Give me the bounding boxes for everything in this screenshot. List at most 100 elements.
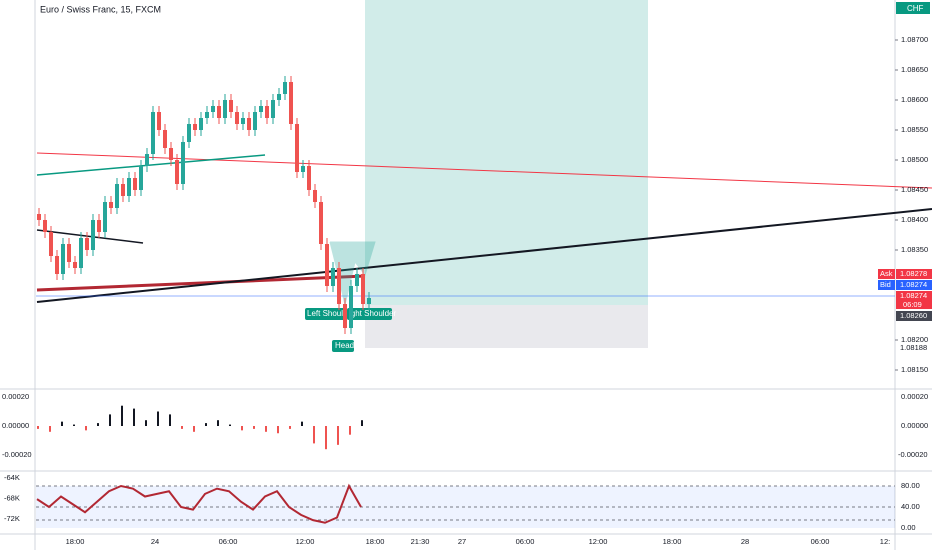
macd-bar xyxy=(289,426,291,429)
trend-line xyxy=(36,154,266,176)
y-tick-label: 0.00020 xyxy=(2,392,29,401)
candle xyxy=(283,82,287,94)
candle xyxy=(241,118,245,124)
price-badge-label: 1.08274 xyxy=(900,280,927,289)
candle xyxy=(205,112,209,118)
candle xyxy=(187,124,191,142)
price-badge xyxy=(896,311,932,321)
x-tick-label: 06:00 xyxy=(516,537,535,546)
y-tick-label: 1.08600 xyxy=(901,95,928,104)
currency-box xyxy=(896,2,930,14)
candle xyxy=(127,178,131,196)
candle xyxy=(91,220,95,250)
candle xyxy=(181,142,185,184)
macd-bar xyxy=(85,426,87,431)
y-tick-label: 0.00020 xyxy=(901,392,928,401)
macd-bar xyxy=(37,426,39,429)
x-tick-label: 18:00 xyxy=(366,537,385,546)
y-tick-label: 0.00000 xyxy=(2,421,29,430)
x-tick-label: 27 xyxy=(458,537,466,546)
candle xyxy=(217,106,221,118)
candle xyxy=(97,220,101,232)
candle xyxy=(271,100,275,118)
candle xyxy=(355,274,359,286)
trend-line xyxy=(36,274,366,292)
candle xyxy=(307,166,311,190)
candle xyxy=(109,202,113,208)
macd-bar xyxy=(301,421,303,426)
osc-line xyxy=(36,483,362,524)
macd-bar xyxy=(229,424,231,426)
candle xyxy=(55,256,59,274)
y-tick-label: 1.08150 xyxy=(901,365,928,374)
y-tick-label: 1.08450 xyxy=(901,185,928,194)
left-label: -72K xyxy=(4,514,20,523)
x-tick-label: 12:00 xyxy=(589,537,608,546)
candle xyxy=(229,100,233,112)
candle xyxy=(73,262,77,268)
candle xyxy=(61,244,65,274)
macd-bar xyxy=(109,414,111,426)
candle xyxy=(337,268,341,304)
x-tick-label: 06:00 xyxy=(811,537,830,546)
macd-bar xyxy=(265,426,267,432)
candle xyxy=(103,202,107,232)
left-label: -64K xyxy=(4,473,20,482)
price-badge xyxy=(896,343,932,353)
chart-title: Euro / Swiss Franc, 15, FXCM xyxy=(40,4,161,14)
y-tick-label: 80.00 xyxy=(901,481,920,490)
candle xyxy=(301,166,305,172)
badge-name: Ask xyxy=(880,269,893,278)
price-badge xyxy=(896,291,932,309)
candle xyxy=(247,118,251,130)
macd-bar xyxy=(169,414,171,426)
badge-tag xyxy=(878,280,895,290)
macd-bar xyxy=(277,426,279,434)
y-tick-label: 0.00 xyxy=(901,523,916,532)
macd-bar xyxy=(361,420,363,426)
left-label: -68K xyxy=(4,493,20,502)
macd-bar xyxy=(205,423,207,426)
candle xyxy=(211,106,215,112)
x-tick-label: 28 xyxy=(741,537,749,546)
macd-bar xyxy=(217,420,219,426)
y-tick-label: 1.08650 xyxy=(901,65,928,74)
macd-bar xyxy=(157,411,159,426)
pattern xyxy=(329,241,376,306)
macd-bar xyxy=(97,423,99,426)
price-badge-label: 1.08274 xyxy=(900,291,927,300)
macd-bar xyxy=(61,421,63,426)
candle xyxy=(139,166,143,190)
y-tick-label: 1.08400 xyxy=(901,215,928,224)
candle xyxy=(349,286,353,328)
candle xyxy=(175,160,179,184)
candle xyxy=(49,232,53,256)
trend-line xyxy=(36,152,932,189)
annotation: Left Shoulder xyxy=(307,309,355,318)
label-box xyxy=(332,340,354,352)
label-box xyxy=(347,308,392,320)
price-badge xyxy=(896,280,932,290)
currency: CHF xyxy=(907,4,924,13)
macd-bar xyxy=(49,426,51,432)
long-stop-zone xyxy=(365,305,648,348)
y-tick-label: -0.00020 xyxy=(898,450,928,459)
candle xyxy=(223,100,227,118)
candle xyxy=(289,82,293,124)
candle xyxy=(193,124,197,130)
price-badge-label: 1.08278 xyxy=(900,269,927,278)
candle xyxy=(169,148,173,160)
candle xyxy=(235,112,239,124)
candle xyxy=(277,94,281,100)
candle xyxy=(37,214,41,220)
price-badge-label: 1.08260 xyxy=(900,311,927,320)
badge-tag xyxy=(878,269,895,279)
candle xyxy=(163,130,167,148)
candle xyxy=(313,190,317,202)
candle xyxy=(259,106,263,112)
long-target-zone xyxy=(365,0,648,305)
candle xyxy=(157,112,161,130)
candle xyxy=(265,106,269,118)
candle xyxy=(319,202,323,244)
y-tick-label: 1.08500 xyxy=(901,155,928,164)
